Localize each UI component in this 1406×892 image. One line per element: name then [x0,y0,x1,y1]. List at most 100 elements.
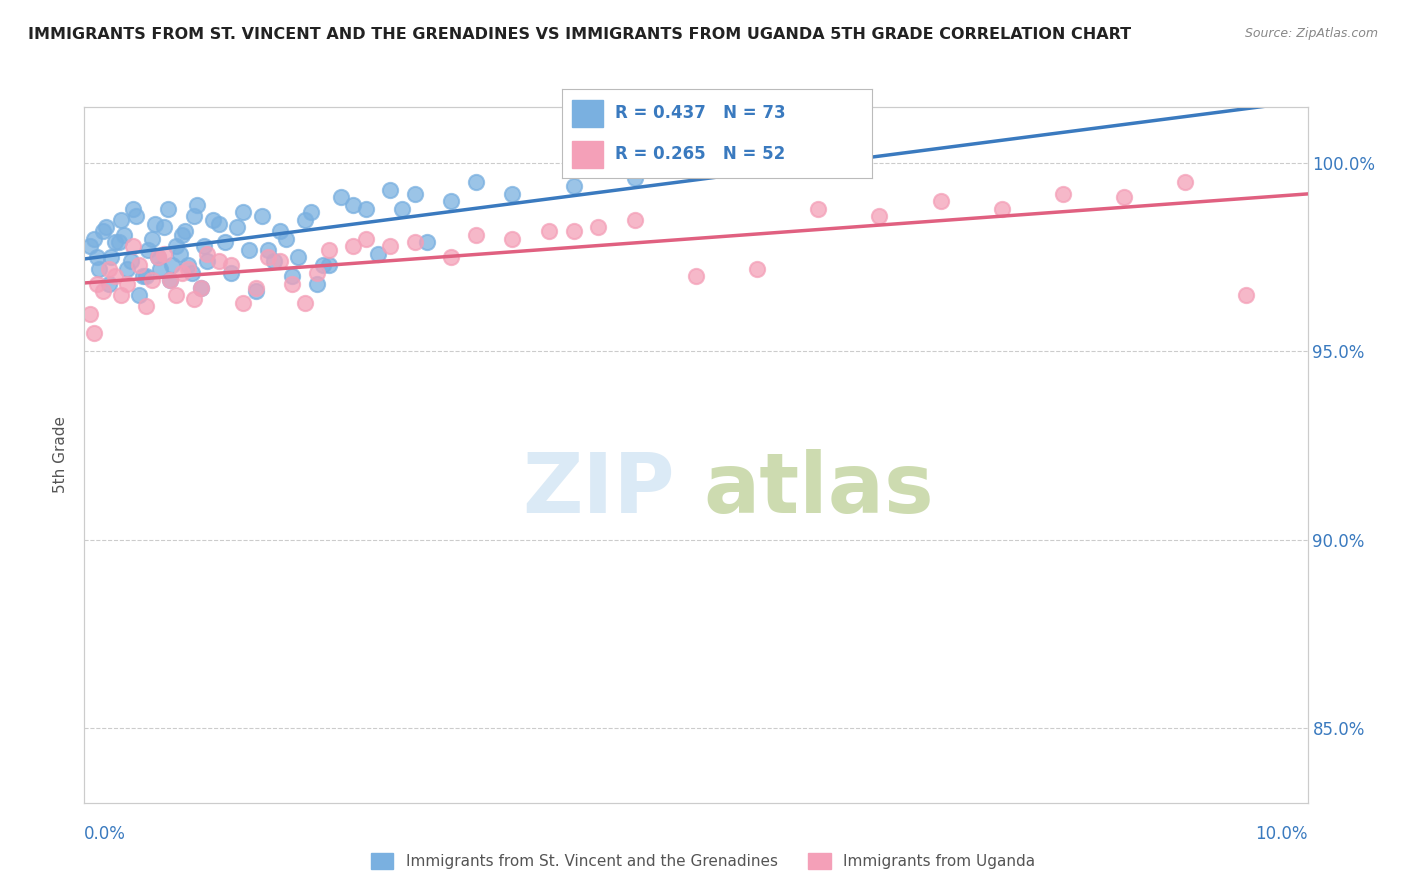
Point [190,280,212,294]
Point [104,235,127,250]
Text: R = 0.265   N = 52: R = 0.265 N = 52 [614,145,785,163]
Point [208,254,231,268]
Point [232,295,254,310]
Point [294,212,316,227]
Point [135,299,157,313]
Point [342,198,364,212]
Point [153,220,176,235]
Point [110,212,132,227]
Point [586,220,609,235]
Point [281,277,304,291]
Point [128,258,150,272]
Point [226,220,249,235]
Legend: Immigrants from St. Vincent and the Grenadines, Immigrants from Uganda: Immigrants from St. Vincent and the Gren… [364,847,1042,875]
Point [79,239,101,253]
Point [172,266,194,280]
Point [747,261,769,276]
Point [354,232,377,246]
Point [562,179,585,194]
Text: ZIP: ZIP [522,450,675,530]
Point [190,280,212,294]
Point [97,261,120,276]
Text: 0.0%: 0.0% [84,825,127,843]
Point [416,235,439,250]
Point [1174,175,1197,189]
Point [172,227,194,242]
Point [929,194,952,208]
Point [183,209,205,223]
Bar [572,141,603,168]
Point [367,246,389,260]
Point [136,243,159,257]
Point [464,227,486,242]
Point [318,258,340,272]
Point [342,239,364,253]
Point [83,232,105,246]
Point [159,273,181,287]
Point [177,258,200,272]
Point [1236,288,1258,302]
Point [110,288,132,302]
Point [208,217,231,231]
Point [232,205,254,219]
Point [1114,190,1136,204]
Point [104,269,127,284]
Point [122,239,145,253]
Point [100,251,122,265]
Point [169,246,191,260]
Point [107,235,129,250]
Point [165,288,187,302]
Point [538,224,561,238]
Point [219,266,242,280]
Point [91,224,114,238]
Point [125,209,148,223]
Point [562,224,585,238]
Point [281,269,304,284]
Point [201,212,224,227]
Point [135,269,157,284]
Point [159,273,181,287]
Point [112,227,135,242]
Point [173,224,195,238]
Point [132,269,155,284]
Point [685,164,707,178]
Point [181,266,204,280]
Point [186,198,208,212]
Point [177,261,200,276]
Point [391,202,413,216]
Point [502,186,524,201]
Point [305,277,328,291]
Point [305,266,328,280]
Point [380,239,402,253]
Point [79,307,101,321]
Point [354,202,377,216]
Point [464,175,486,189]
Text: atlas: atlas [703,450,934,530]
Point [91,285,114,299]
Point [257,251,280,265]
Point [214,235,236,250]
Text: IMMIGRANTS FROM ST. VINCENT AND THE GRENADINES VS IMMIGRANTS FROM UGANDA 5TH GRA: IMMIGRANTS FROM ST. VINCENT AND THE GREN… [28,27,1132,42]
Point [97,277,120,291]
Point [276,232,298,246]
Point [807,202,830,216]
Point [250,209,273,223]
Point [685,269,707,284]
Point [195,254,218,268]
Point [143,217,166,231]
Point [146,251,169,265]
Point [624,212,647,227]
Point [120,254,142,268]
Text: 10.0%: 10.0% [1256,825,1308,843]
Point [257,243,280,257]
Point [86,251,108,265]
Point [624,171,647,186]
Point [141,232,163,246]
Y-axis label: 5th Grade: 5th Grade [53,417,69,493]
Point [193,239,215,253]
Point [153,246,176,260]
Point [294,295,316,310]
Point [146,251,169,265]
Point [149,261,172,276]
Point [83,326,105,340]
